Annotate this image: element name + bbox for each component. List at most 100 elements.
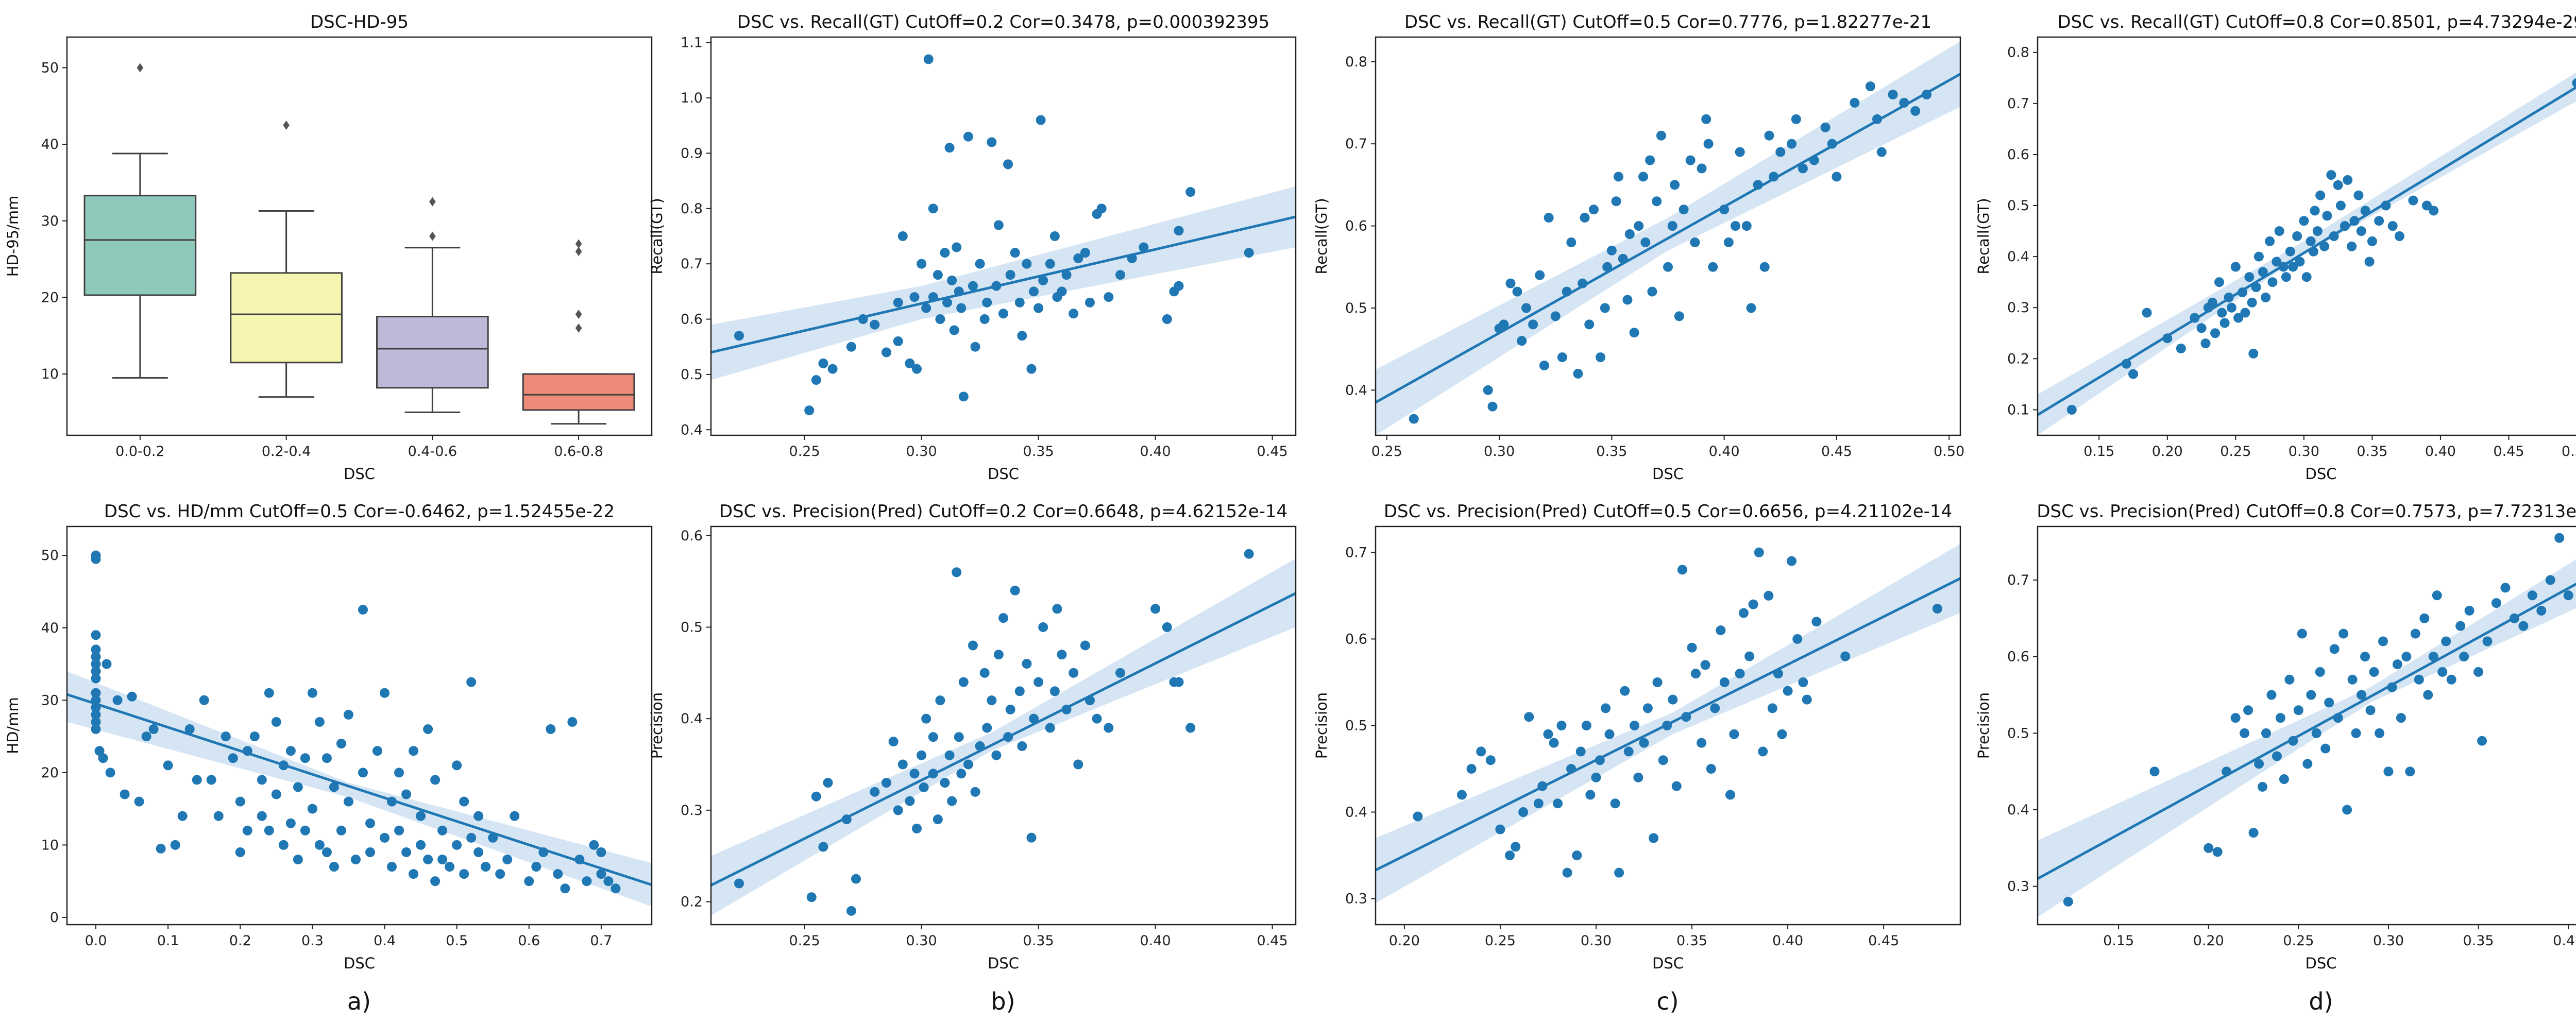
scatter-point	[1580, 213, 1590, 223]
y-tick-label: 20	[41, 289, 59, 305]
scatter-point	[2267, 277, 2278, 287]
scatter-point	[2353, 190, 2364, 200]
scatter-point	[1658, 755, 1668, 765]
scatter-point	[1014, 297, 1025, 308]
scatter-point	[1499, 319, 1509, 330]
chart-panel-4: 0.15 0.20 0.25 0.30 0.35 0.40 0.45 0.50 0.1 0.2 0.…	[1975, 12, 2576, 483]
scatter-point	[1601, 703, 1611, 713]
scatter-point	[1512, 286, 1522, 297]
scatter-point	[437, 825, 448, 836]
x-tick-label: 0.2	[229, 933, 251, 949]
y-tick-label: 40	[41, 620, 59, 636]
scatter-point	[409, 869, 419, 879]
panel-letter: d)	[2309, 987, 2333, 1015]
scatter-point	[1080, 248, 1090, 258]
scatter-point	[1787, 556, 1797, 566]
scatter-point	[1679, 205, 1689, 215]
x-tick-label: 0.40	[1140, 933, 1171, 949]
scatter-point	[1092, 713, 1102, 724]
scatter-point	[2258, 267, 2268, 277]
scatter-point	[1629, 328, 1639, 338]
scatter-point	[2219, 318, 2230, 328]
scatter-point	[2401, 652, 2412, 662]
scatter-point	[611, 883, 621, 894]
x-tick-label: 0.7	[590, 933, 612, 949]
chart-title: DSC-HD-95	[310, 12, 409, 32]
scatter-point	[2063, 896, 2073, 907]
scatter-point	[1511, 842, 1521, 852]
x-tick-label: 0.25	[2220, 444, 2251, 459]
y-tick-label: 0.5	[681, 367, 703, 383]
scatter-point	[935, 695, 945, 706]
scatter-point	[933, 270, 943, 280]
y-tick-label: 0.3	[2007, 879, 2029, 895]
scatter-point	[1045, 723, 1055, 733]
scatter-point	[1725, 790, 1735, 800]
scatter-point	[329, 862, 339, 872]
y-tick-label: 0.4	[681, 422, 703, 438]
scatter-point	[91, 659, 101, 669]
chart-panel-8: 0.15 0.20 0.25 0.30 0.35 0.40 0.3 0.4 0.5 0.6 0.7 D…	[1975, 501, 2576, 972]
scatter-point	[993, 220, 1004, 230]
scatter-point	[148, 724, 159, 735]
scatter-point	[380, 688, 390, 698]
y-tick-label: 0	[50, 910, 59, 926]
scatter-point	[811, 791, 821, 802]
scatter-point	[1550, 311, 1561, 321]
scatter-point	[127, 691, 137, 702]
scatter-point	[416, 840, 426, 850]
scatter-point	[1735, 147, 1745, 157]
scatter-point	[372, 746, 383, 756]
scatter-point	[1033, 677, 1044, 687]
scatter-point	[445, 862, 455, 872]
y-tick-label: 0.5	[681, 619, 703, 635]
x-tick-label: 0.50	[1934, 444, 1964, 459]
scatter-point	[2240, 308, 2250, 318]
scatter-point	[2428, 652, 2438, 662]
scatter-point	[928, 203, 938, 214]
scatter-point	[249, 731, 260, 742]
outlier-point	[429, 197, 436, 207]
scatter-point	[2347, 674, 2358, 685]
scatter-point	[589, 840, 599, 850]
chart-title: DSC vs. Recall(GT) CutOff=0.5 Cor=0.7776…	[1404, 12, 1931, 32]
scatter-point	[531, 862, 541, 872]
x-tick-label: 0.35	[2357, 444, 2387, 459]
scatter-point	[596, 869, 606, 879]
scatter-point	[1017, 331, 1027, 341]
scatter-point	[2319, 241, 2330, 251]
scatter-point	[912, 364, 922, 374]
x-tick-label: 0.1	[157, 933, 179, 949]
scatter-point	[2310, 206, 2320, 216]
scatter-point	[1517, 336, 1527, 346]
y-axis-label: HD-95/mm	[4, 196, 22, 277]
x-tick-label: 0.25	[2283, 933, 2314, 949]
x-axis-label: DSC	[344, 465, 375, 483]
scatter-point	[1754, 547, 1764, 557]
scatter-point	[1535, 270, 1545, 280]
scatter-point	[91, 724, 101, 735]
scatter-point	[893, 297, 903, 308]
x-tick-label: 0.35	[2463, 933, 2494, 949]
scatter-point	[982, 723, 992, 733]
scatter-point	[206, 775, 216, 785]
scatter-point	[91, 630, 101, 640]
scatter-point	[2149, 766, 2160, 777]
scatter-point	[1544, 213, 1554, 223]
scatter-point	[956, 769, 967, 779]
scatter-point	[2365, 705, 2376, 716]
scatter-point	[271, 789, 281, 799]
scatter-point	[2293, 705, 2303, 716]
outlier-point	[575, 323, 582, 333]
x-tick-label: 0.6-0.8	[554, 444, 603, 459]
scatter-point	[91, 652, 101, 662]
scatter-point	[560, 883, 570, 894]
scatter-point	[987, 137, 997, 147]
scatter-point	[2274, 226, 2284, 236]
y-tick-label: 10	[41, 366, 59, 382]
y-axis-label: Precision	[648, 692, 666, 759]
scatter-point	[235, 847, 245, 857]
scatter-point	[141, 731, 151, 742]
scatter-point	[473, 811, 484, 821]
scatter-point	[1832, 172, 1842, 182]
